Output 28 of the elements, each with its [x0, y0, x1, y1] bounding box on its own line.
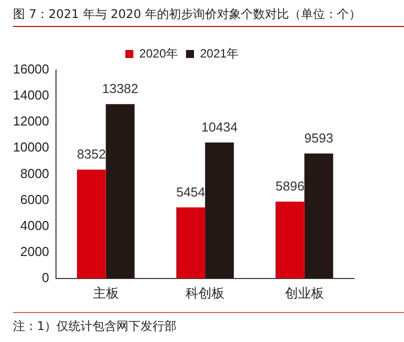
text: 注：1）仅统计包含网下发行部 — [13, 312, 404, 335]
bar — [304, 153, 334, 278]
bar — [77, 170, 106, 278]
data-label: 10434 — [201, 120, 238, 135]
legend-label: 2020年 — [139, 46, 178, 60]
y-tick-label: 14000 — [12, 88, 50, 103]
data-label: 5454 — [176, 184, 206, 200]
x-tick-label: 创业板 — [284, 286, 324, 302]
bar — [176, 207, 206, 278]
x-tick-label: 科创板 — [186, 286, 225, 302]
bar — [106, 104, 135, 278]
y-tick-label: 4000 — [20, 218, 50, 233]
y-tick-label: 16000 — [12, 62, 50, 77]
data-label: 5896 — [276, 178, 304, 194]
data-label: 13382 — [102, 81, 138, 96]
y-tick-label: 6000 — [20, 192, 50, 207]
y-tick-label: 0 — [42, 270, 50, 285]
y-tick-label: 10000 — [12, 140, 50, 155]
bar — [205, 142, 234, 278]
chart-title: 图 7：2021 年与 2020 年的初步询价对象个数对比（单位：个） — [13, 6, 404, 27]
y-tick-label: 2000 — [20, 244, 50, 259]
bar — [276, 202, 304, 278]
x-tick-label: 主板 — [92, 286, 119, 302]
data-label: 9593 — [304, 130, 334, 146]
y-tick-label: 8000 — [20, 166, 50, 181]
data-label: 8352 — [76, 146, 106, 162]
y-tick-label: 12000 — [12, 114, 50, 129]
legend-label: 2021年 — [200, 46, 239, 60]
